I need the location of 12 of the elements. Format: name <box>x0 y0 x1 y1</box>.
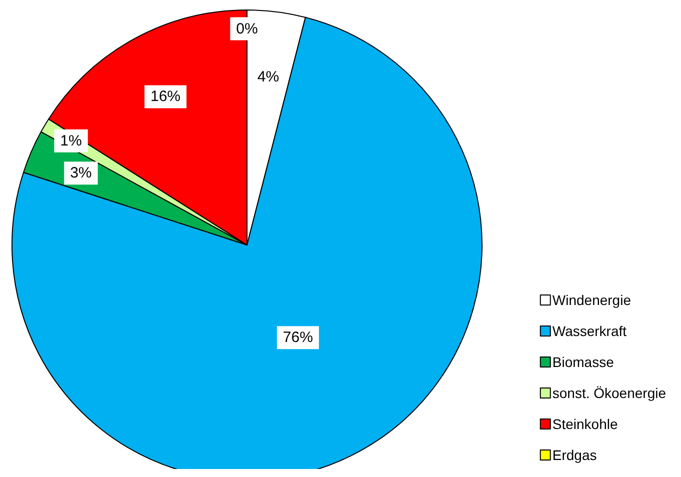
data-label: 76% <box>282 329 313 346</box>
data-label: 3% <box>70 164 92 182</box>
legend-label: Wasserkraft <box>552 323 627 339</box>
legend-label: sonst. Ökoenergie <box>552 385 666 401</box>
data-label: 1% <box>60 132 82 150</box>
legend-label: Windenergie <box>552 292 632 308</box>
legend-label: Biomasse <box>552 354 614 370</box>
legend-label: Erdgas <box>552 447 597 463</box>
text: 0% <box>236 20 258 38</box>
data-label: 16% <box>150 88 181 106</box>
legend-label: Steinkohle <box>552 416 618 432</box>
data-label: 4% <box>257 68 280 86</box>
